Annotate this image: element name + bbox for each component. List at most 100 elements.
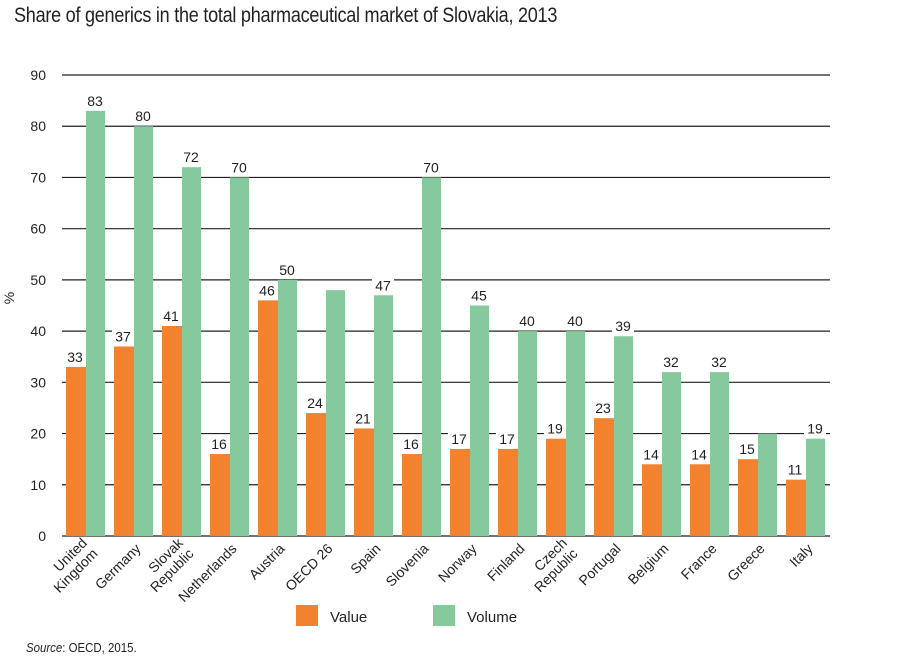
y-tick-label: 30 xyxy=(30,374,46,390)
data-label-value: 14 xyxy=(643,446,659,462)
y-tick-label: 50 xyxy=(30,272,46,288)
x-tick-label-line: Portugal xyxy=(575,540,623,588)
x-tick-label: OECD 26 xyxy=(282,540,336,594)
x-tick-label: Slovenia xyxy=(382,540,431,589)
data-label-volume: 70 xyxy=(231,159,247,175)
data-label-background xyxy=(640,445,662,462)
bar-value xyxy=(786,479,806,536)
data-label-value: 37 xyxy=(115,328,131,344)
y-tick-label: 10 xyxy=(30,477,46,493)
bars xyxy=(66,110,825,536)
y-tick-label: 70 xyxy=(30,169,46,185)
legend-label-volume: Volume xyxy=(467,609,517,626)
data-label-background xyxy=(420,158,442,175)
data-label-background xyxy=(708,353,730,370)
data-label-background xyxy=(736,440,758,457)
bar-value xyxy=(738,459,758,536)
data-label-value: 15 xyxy=(739,441,755,457)
data-label-volume: 39 xyxy=(615,318,631,334)
data-label-background xyxy=(64,347,86,364)
bar-volume xyxy=(662,372,681,536)
y-tick-label: 90 xyxy=(30,67,46,83)
data-label-value: 11 xyxy=(788,462,803,478)
data-label-background xyxy=(276,260,298,277)
data-label-background xyxy=(660,353,682,370)
y-tick-label: 20 xyxy=(30,426,46,442)
data-label-volume: 70 xyxy=(423,159,439,175)
bar-volume xyxy=(470,305,489,536)
gridlines xyxy=(62,74,830,537)
bar-value xyxy=(642,464,662,536)
bar-volume xyxy=(278,279,297,536)
x-tick-label: Portugal xyxy=(575,540,623,588)
data-label-background xyxy=(84,91,106,108)
bar-value xyxy=(306,413,326,536)
bar-volume xyxy=(422,177,441,536)
data-label-volume: 40 xyxy=(567,313,583,329)
data-label-value: 16 xyxy=(211,436,227,452)
x-tick-label: Spain xyxy=(347,540,384,577)
x-tick-label: France xyxy=(678,540,720,582)
x-tick-label: Italy xyxy=(786,540,815,569)
bar-value xyxy=(402,454,422,536)
x-tick-label: Finland xyxy=(484,540,528,584)
data-label-background xyxy=(564,312,586,329)
data-label-volume: 19 xyxy=(807,421,823,437)
bar-value xyxy=(258,300,278,536)
data-label-volume: 45 xyxy=(471,288,487,304)
data-label-background xyxy=(804,419,826,436)
data-label-value: 41 xyxy=(163,308,179,324)
x-tick-label-line: Greece xyxy=(724,540,768,584)
bar-volume xyxy=(566,331,585,536)
bar-volume xyxy=(758,433,777,536)
data-label-value: 21 xyxy=(355,410,371,426)
x-tick-label-line: Germany xyxy=(92,540,144,592)
bar-volume xyxy=(182,167,201,536)
x-tick-label-line: Austria xyxy=(246,540,288,582)
bar-value xyxy=(594,418,614,536)
y-axis-ticks: 0 10 20 30 40 50 60 70 80 90 xyxy=(30,67,46,544)
chart-title: Share of generics in the total pharmaceu… xyxy=(14,4,558,27)
y-tick-label: 0 xyxy=(38,528,46,544)
data-label-background xyxy=(208,435,230,452)
y-tick-label: 60 xyxy=(30,221,46,237)
data-label-background xyxy=(304,394,326,411)
data-label-background xyxy=(372,276,394,293)
data-label-value: 24 xyxy=(307,395,323,411)
data-label-volume: 32 xyxy=(711,354,727,370)
bar-value xyxy=(690,464,710,536)
y-tick-label: 80 xyxy=(30,118,46,134)
y-tick-label: 40 xyxy=(30,323,46,339)
data-label-background xyxy=(352,409,374,426)
data-label-value: 14 xyxy=(691,446,707,462)
data-label-value: 17 xyxy=(499,431,515,447)
data-label-background xyxy=(784,460,806,477)
bar-value xyxy=(546,438,566,536)
x-tick-label-line: OECD 26 xyxy=(282,540,336,594)
data-label-background xyxy=(592,399,614,416)
data-label-value: 33 xyxy=(67,349,83,365)
x-tick-label-line: Spain xyxy=(347,540,384,577)
bar-volume xyxy=(134,126,153,536)
data-label-background xyxy=(400,435,422,452)
data-label-background xyxy=(688,445,710,462)
bar-volume xyxy=(326,290,345,536)
legend: Value Volume xyxy=(296,605,517,626)
x-tick-label: Germany xyxy=(92,540,144,592)
bar-value xyxy=(66,366,86,536)
x-tick-label: Belgium xyxy=(625,540,672,587)
data-label-value: 17 xyxy=(451,431,467,447)
data-label-background xyxy=(132,107,154,124)
data-label-background xyxy=(516,312,538,329)
x-tick-label: Norway xyxy=(435,540,480,585)
bar-value xyxy=(354,428,374,536)
source-text: : OECD, 2015. xyxy=(62,640,137,655)
data-label-background xyxy=(468,286,490,303)
bar-volume xyxy=(86,110,105,536)
data-label-value: 19 xyxy=(547,421,563,437)
data-label-background xyxy=(496,429,518,446)
source-prefix: Source xyxy=(26,640,63,655)
bar-value xyxy=(114,346,134,536)
